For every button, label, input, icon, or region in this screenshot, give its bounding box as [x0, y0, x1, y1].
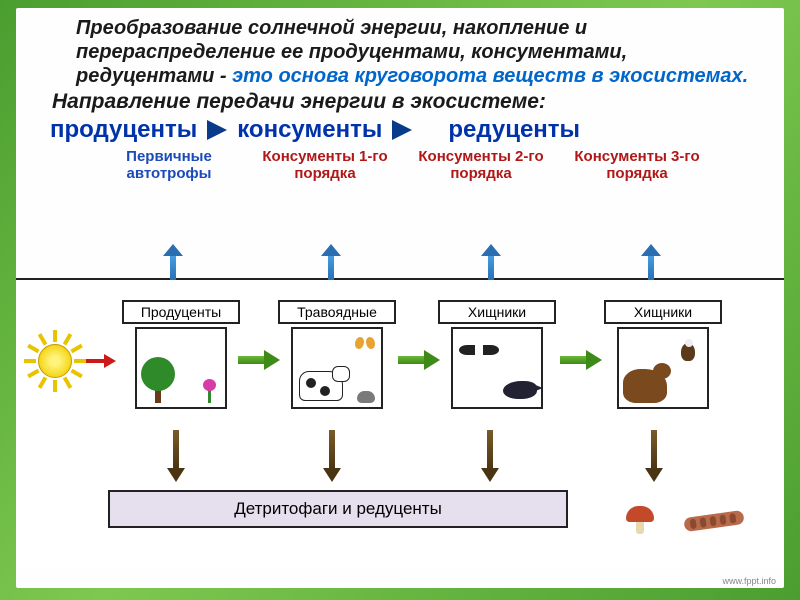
title-block: Преобразование солнечной энергии, накопл…: [16, 8, 784, 90]
col-label-3: Консументы 2-го порядка: [406, 148, 556, 183]
chain-arrow-icon: [398, 352, 440, 368]
herbivores-art-icon: [291, 327, 383, 409]
up-arrow-icon: [166, 246, 180, 280]
flow-consumers: консументы: [237, 116, 382, 144]
node-producers: Продуценты: [122, 300, 240, 409]
producers-art-icon: [135, 327, 227, 409]
decomposers-art-icon: [620, 478, 750, 538]
flow-arrow-icon: [392, 120, 412, 140]
footer-credit: www.fppt.info: [722, 576, 776, 586]
to-detritus-arrow-icon: [170, 430, 182, 486]
node-caption: Хищники: [604, 300, 722, 324]
up-arrow-icon: [324, 246, 338, 280]
node-predators-1: Хищники: [438, 300, 556, 409]
sun-icon: [26, 332, 84, 390]
flow-producers: продуценты: [50, 116, 197, 144]
up-arrow-icon: [484, 246, 498, 280]
predators2-art-icon: [617, 327, 709, 409]
sun-to-producers-arrow-icon: [86, 356, 116, 366]
to-detritus-arrow-icon: [484, 430, 496, 486]
title-highlight: это основа круговорота веществ в экосист…: [232, 65, 748, 87]
subtitle: Направление передачи энергии в экосистем…: [16, 90, 784, 114]
energy-flow-line: продуценты консументы редуценты: [16, 114, 784, 148]
predators1-art-icon: [451, 327, 543, 409]
chain-arrow-icon: [560, 352, 602, 368]
node-caption: Хищники: [438, 300, 556, 324]
chain-arrow-icon: [238, 352, 280, 368]
food-chain-diagram: Продуценты Травоядные Хищники Хищники: [16, 278, 784, 568]
node-herbivores: Травоядные: [278, 300, 396, 409]
column-labels: Первичные автотрофы Консументы 1-го поря…: [16, 148, 784, 183]
node-predators-2: Хищники: [604, 300, 722, 409]
up-arrow-icon: [644, 246, 658, 280]
col-label-1: Первичные автотрофы: [94, 148, 244, 183]
to-detritus-arrow-icon: [326, 430, 338, 486]
detritus-box: Детритофаги и редуценты: [108, 490, 568, 528]
detritus-label: Детритофаги и редуценты: [234, 499, 442, 519]
col-label-4: Консументы 3-го порядка: [562, 148, 712, 183]
node-caption: Продуценты: [122, 300, 240, 324]
flow-arrow-icon: [207, 120, 227, 140]
flow-reducers: редуценты: [448, 116, 580, 144]
col-label-2: Консументы 1-го порядка: [250, 148, 400, 183]
node-caption: Травоядные: [278, 300, 396, 324]
